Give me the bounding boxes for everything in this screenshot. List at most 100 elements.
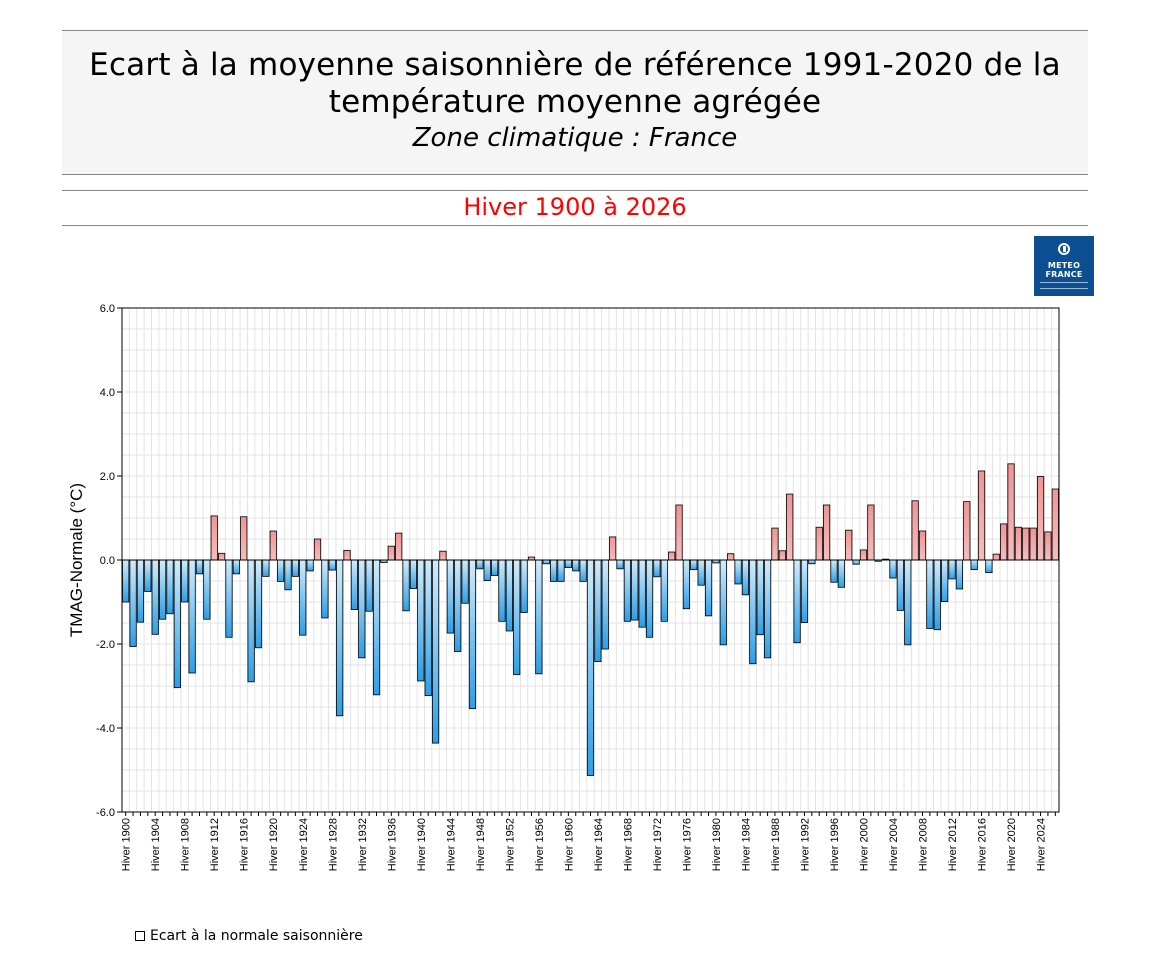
period-box: Hiver 1900 à 2026 <box>62 190 1088 226</box>
bar <box>365 559 373 612</box>
bar <box>572 559 580 572</box>
y-tick-label: 6.0 <box>100 303 115 315</box>
bar <box>483 559 491 581</box>
bar <box>269 530 277 561</box>
logo-line1: METEO <box>1047 261 1081 270</box>
bar <box>601 559 609 650</box>
x-tick-label: Hiver 1936 <box>386 818 398 871</box>
bar <box>299 559 307 636</box>
bar <box>203 559 211 620</box>
logo-icon <box>1058 243 1070 255</box>
bar <box>218 552 226 561</box>
x-tick-label: Hiver 1928 <box>327 818 339 871</box>
bar <box>660 559 668 622</box>
bar <box>896 559 904 611</box>
x-tick-label: Hiver 1924 <box>298 818 310 871</box>
bar <box>343 549 351 561</box>
x-tick-label: Hiver 1900 <box>121 818 133 871</box>
bar <box>852 559 860 565</box>
x-tick-label: Hiver 1956 <box>534 818 546 871</box>
bar <box>417 559 425 682</box>
bar <box>284 559 292 591</box>
bar <box>704 559 713 617</box>
bar <box>631 559 639 621</box>
bar <box>675 504 683 561</box>
x-tick-label: Hiver 1916 <box>239 818 251 871</box>
bar <box>476 559 484 570</box>
y-tick-label: 4.0 <box>100 387 115 399</box>
bar <box>763 559 772 659</box>
x-tick-label: Hiver 1920 <box>268 818 280 871</box>
bar <box>749 559 757 665</box>
x-tick-label: Hiver 2024 <box>1036 818 1048 871</box>
bar <box>645 559 654 638</box>
bar <box>402 559 410 612</box>
bar <box>557 559 565 582</box>
bar <box>771 527 779 561</box>
bar <box>727 553 735 561</box>
logo-text: METEO FRANCE <box>1034 261 1094 279</box>
bar <box>926 559 934 629</box>
bar <box>564 559 572 568</box>
bar <box>977 470 986 561</box>
bar <box>550 559 558 582</box>
x-tick-label: Hiver 1912 <box>209 818 221 871</box>
x-tick-label: Hiver 1944 <box>445 818 457 871</box>
bar <box>225 559 233 638</box>
bar <box>793 559 801 644</box>
bar <box>638 559 646 628</box>
bar <box>166 559 174 615</box>
bar <box>195 559 204 575</box>
x-tick-label: Hiver 1968 <box>622 818 634 871</box>
bar <box>151 559 159 635</box>
bar <box>328 559 336 571</box>
bar <box>1029 527 1037 561</box>
bar <box>668 551 676 561</box>
bar <box>210 515 218 561</box>
x-tick-label: Hiver 2020 <box>1006 818 1018 871</box>
x-tick-label: Hiver 2004 <box>888 818 900 871</box>
bar <box>786 493 794 561</box>
bar <box>129 559 137 647</box>
bar <box>262 559 270 577</box>
bar <box>837 559 845 588</box>
x-tick-label: Hiver 1964 <box>593 818 605 871</box>
bar <box>992 553 1000 561</box>
bar <box>520 559 528 613</box>
bar <box>454 559 462 652</box>
bar <box>719 559 727 646</box>
bar <box>778 550 786 561</box>
bar <box>446 559 454 634</box>
bar <box>387 545 395 561</box>
x-tick-label: Hiver 1952 <box>504 818 516 871</box>
chart-title: Ecart à la moyenne saisonnière de référe… <box>89 47 1061 120</box>
bar <box>505 559 513 632</box>
bar <box>240 516 248 561</box>
y-tick-label: 2.0 <box>100 471 115 483</box>
bar <box>490 559 499 576</box>
x-tick-label: Hiver 2012 <box>947 818 959 871</box>
bar <box>247 559 255 683</box>
bar <box>911 500 919 561</box>
bar <box>372 559 381 696</box>
y-axis-label: TMAG-Normale (°C) <box>67 483 86 637</box>
bar <box>867 504 875 561</box>
bar <box>1000 523 1008 561</box>
bar <box>933 559 941 631</box>
bar <box>306 559 314 572</box>
x-tick-label: Hiver 1940 <box>416 818 428 871</box>
bar <box>122 559 130 603</box>
bar <box>697 559 705 586</box>
bar <box>313 538 322 561</box>
legend: Ecart à la normale saisonnière <box>135 928 363 944</box>
bar <box>756 559 764 636</box>
bar <box>941 559 949 602</box>
bar <box>542 559 550 565</box>
title-box: Ecart à la moyenne saisonnière de référe… <box>62 30 1088 175</box>
y-tick-label: 0.0 <box>100 555 115 567</box>
bar <box>808 559 816 565</box>
logo-line2: FRANCE <box>1045 270 1083 279</box>
bar <box>350 559 358 610</box>
bar <box>830 559 838 583</box>
